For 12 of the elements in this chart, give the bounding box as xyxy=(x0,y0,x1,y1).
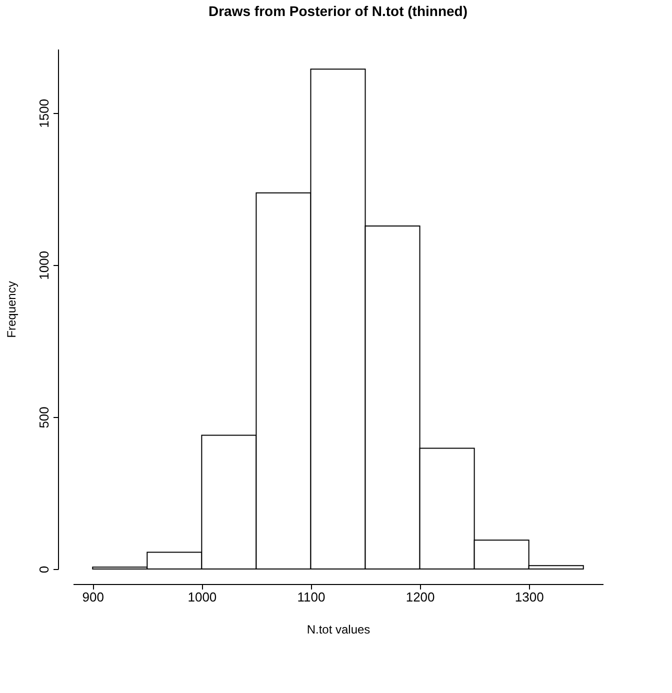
chart-title: Draws from Posterior of N.tot (thinned) xyxy=(208,3,468,19)
x-tick-label: 1100 xyxy=(297,590,326,604)
y-tick-label: 1500 xyxy=(36,98,52,128)
y-axis-title: Frequency xyxy=(4,281,18,338)
y-tick-label: 1000 xyxy=(36,250,52,280)
x-tick-label: 1000 xyxy=(188,590,217,604)
x-tick-label: 1200 xyxy=(406,590,435,604)
x-axis-title: N.tot values xyxy=(306,622,370,636)
y-tick-label: 0 xyxy=(36,566,52,574)
x-tick-label: 1300 xyxy=(514,590,544,604)
x-tick-label: 900 xyxy=(82,590,104,604)
y-tick-label: 500 xyxy=(36,406,52,428)
